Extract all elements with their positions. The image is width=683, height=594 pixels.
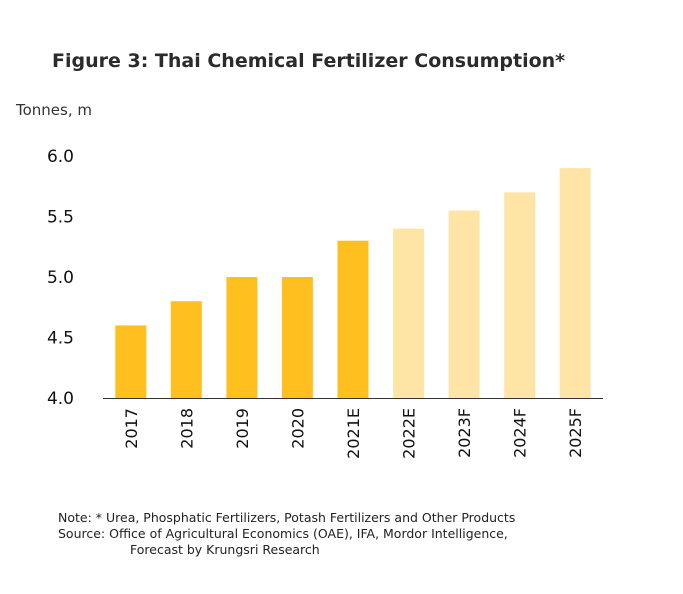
bars [115,168,591,398]
x-axis-ticks: 2017 2018 2019 2020 2021E 2022E 2023F 2024F 2025… [122,408,585,459]
bar-2018 [170,301,202,398]
x-tick-label: 2017 [122,408,141,449]
x-tick-label: 2019 [233,408,252,449]
y-tick-label: 5.5 [47,208,74,228]
y-tick-label: 4.0 [47,389,74,409]
note-text: Note: * Urea, Phosphatic Fertilizers, Po… [58,510,516,525]
chart-title: Figure 3: Thai Chemical Fertilizer Consu… [52,50,566,72]
x-tick-label: 2024F [511,408,530,458]
bar-2020 [281,277,313,398]
x-tick-label: 2023F [455,408,474,458]
bar-2025F [559,168,591,398]
y-tick-label: 6.0 [47,147,74,167]
y-axis-unit-label: Tonnes, m [16,101,92,119]
source-text: Source: Office of Agricultural Economics… [58,526,508,541]
x-tick-label: 2022E [400,408,419,459]
y-axis-ticks: 4.0 4.5 5.0 5.5 6.0 [47,147,74,409]
x-tick-label: 2020 [288,408,307,449]
y-tick-label: 5.0 [47,268,74,288]
bar-2024F [504,192,536,398]
bar-2023F [448,210,480,398]
x-tick-label: 2021E [344,408,363,459]
y-tick-label: 4.5 [47,329,74,349]
x-tick-label: 2018 [177,408,196,449]
source-text-continued: Forecast by Krungsri Research [130,542,320,557]
bar-2019 [226,277,258,398]
x-tick-label: 2025F [566,408,585,458]
bar-2021E [337,240,369,398]
bar-2017 [115,325,147,398]
chart-notes: Note: * Urea, Phosphatic Fertilizers, Po… [58,510,515,558]
bar-2022E [393,228,425,398]
